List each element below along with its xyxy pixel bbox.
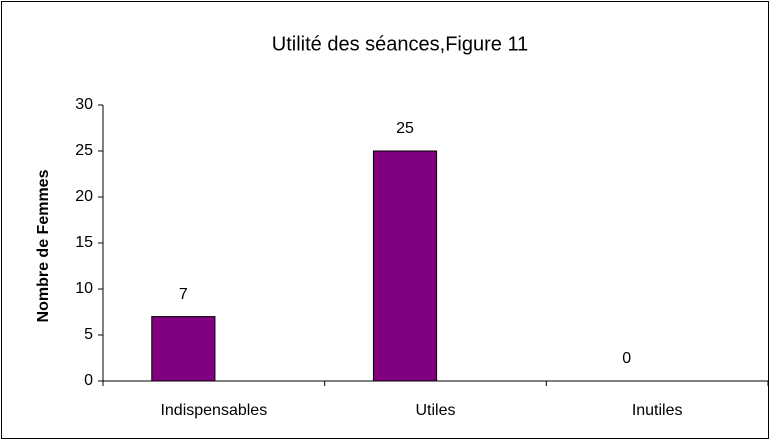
y-tick-label: 5 [84, 326, 93, 343]
y-tick-label: 25 [75, 142, 93, 159]
y-tick-label: 10 [75, 280, 93, 297]
data-label: 7 [179, 286, 188, 303]
bar [151, 316, 216, 382]
y-tick-label: 30 [75, 96, 93, 113]
y-axis-label: Nombre de Femmes [35, 169, 52, 322]
data-label: 25 [396, 120, 414, 137]
y-tick-label: 0 [84, 372, 93, 389]
y-tick-label: 20 [75, 188, 93, 205]
x-tick-label: Utiles [415, 402, 455, 419]
chart-title: Utilité des séances,Figure 11 [272, 33, 528, 55]
y-tick-label: 15 [75, 234, 93, 251]
x-tick-label: Inutiles [632, 402, 683, 419]
x-tick-label: Indispensables [160, 402, 267, 419]
data-label: 0 [622, 350, 631, 367]
bar [372, 150, 438, 382]
